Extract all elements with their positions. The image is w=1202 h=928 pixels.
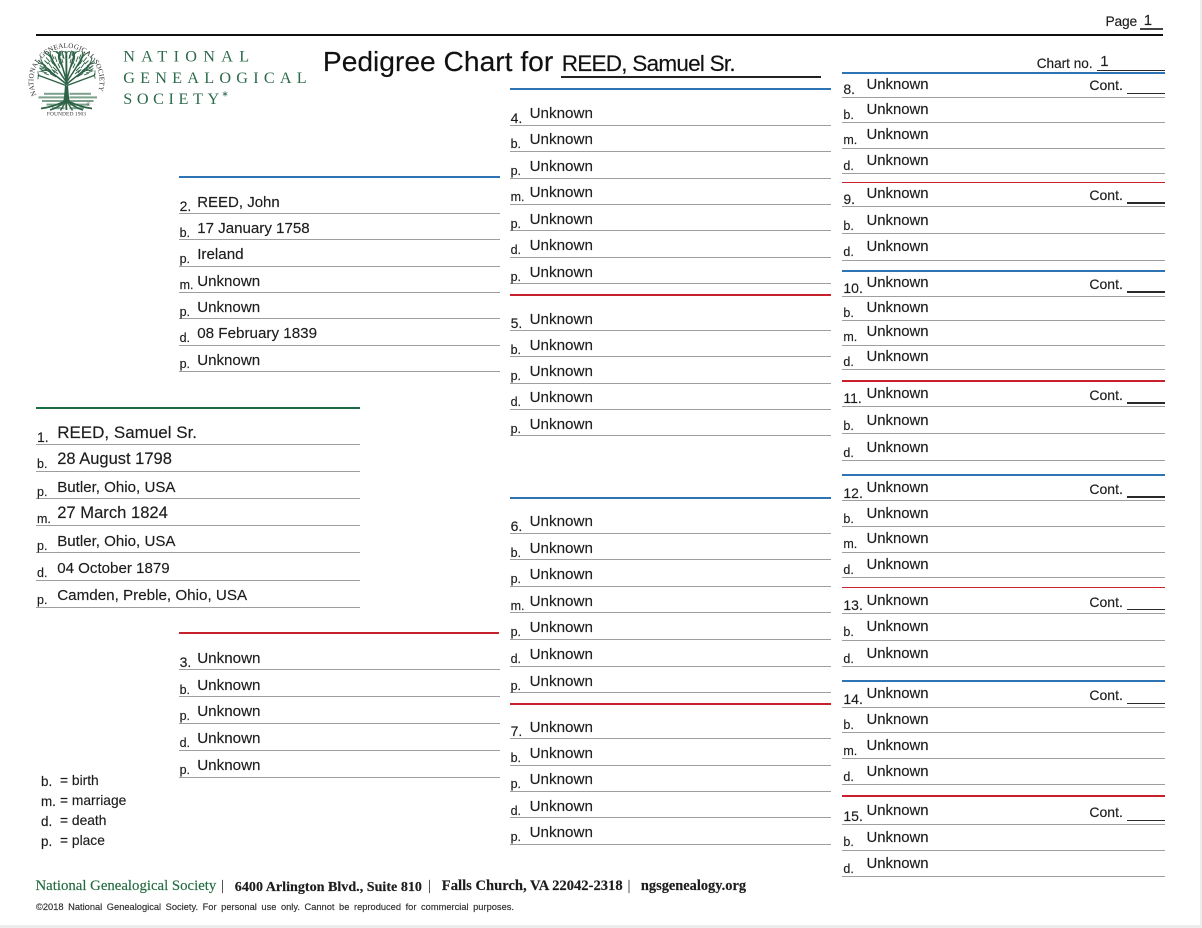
svg-text:NATIONAL: NATIONAL — [123, 48, 252, 66]
svg-text:FOUNDED 1903: FOUNDED 1903 — [47, 112, 86, 118]
svg-text:®: ® — [87, 101, 91, 108]
svg-text:SOCIETY: SOCIETY — [123, 90, 222, 108]
svg-text:∗: ∗ — [222, 89, 229, 99]
svg-text:GENEALOGICAL: GENEALOGICAL — [123, 69, 310, 87]
